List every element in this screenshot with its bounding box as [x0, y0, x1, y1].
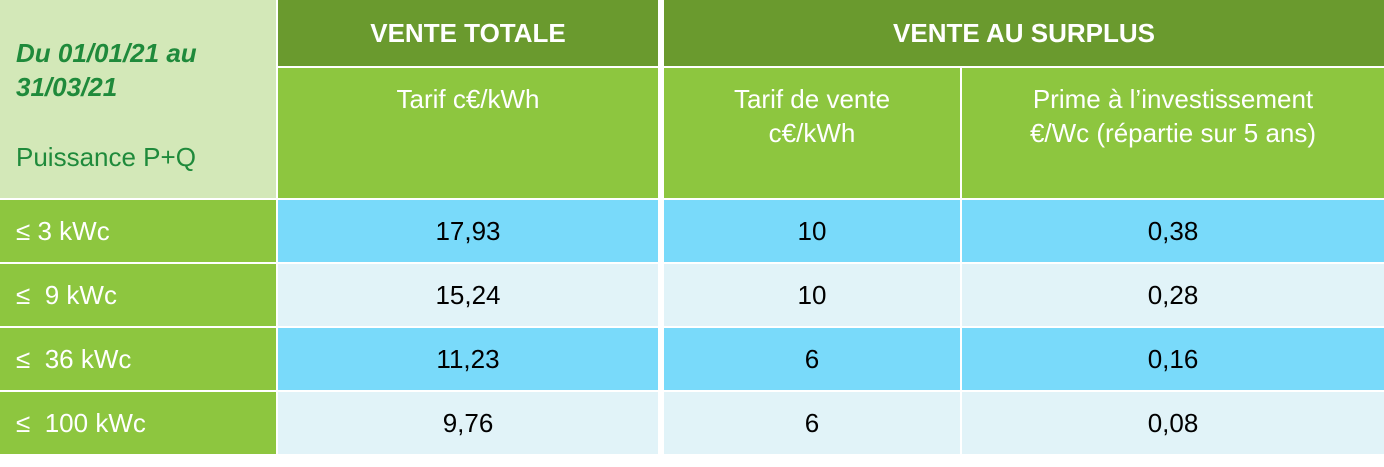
value-cell: 0,16: [962, 328, 1384, 390]
cell-value: 0,38: [1147, 216, 1199, 246]
value-cell: 15,24: [278, 264, 658, 326]
column-header: Tarif c€/kWh: [278, 68, 658, 198]
column-title: Prime à l’investissement: [1032, 84, 1314, 114]
period: 31/03/21: [16, 72, 118, 102]
column-title: Tarif de vente: [733, 84, 891, 114]
value-cell: 6: [664, 328, 960, 390]
group-header: VENTE AU SURPLUS: [664, 0, 1384, 66]
column-header: Tarif de vente c€/kWh: [664, 68, 960, 198]
row-label-cell: ≤ 9 kWc: [0, 264, 276, 326]
value-cell: 9,76: [278, 392, 658, 454]
period: Du 01/01/21 au: [16, 38, 197, 68]
value-cell: 10: [664, 264, 960, 326]
column-header: Prime à l’investissement €/Wc (répartie s…: [962, 68, 1384, 198]
value-cell: 0,28: [962, 264, 1384, 326]
row-label-cell: ≤ 3 kWc: [0, 200, 276, 262]
cell-value: 6: [804, 344, 820, 374]
row-label: ≤ 36 kWc: [16, 344, 132, 374]
cell-value: 0,16: [1147, 344, 1199, 374]
column-title: €/Wc (répartie sur 5 ans): [1029, 118, 1317, 148]
value-cell: 17,93: [278, 200, 658, 262]
cell-value: 11,23: [436, 344, 500, 374]
group-title: VENTE AU SURPLUS: [893, 18, 1155, 48]
column-title: c€/kWh: [768, 118, 856, 148]
value-cell: 6: [664, 392, 960, 454]
value-cell: 0,38: [962, 200, 1384, 262]
cell-value: 17,93: [435, 216, 501, 246]
row-label-cell: ≤ 36 kWc: [0, 328, 276, 390]
cell-value: 0,28: [1147, 280, 1199, 310]
cell-value: 10: [797, 280, 827, 310]
row-label: ≤ 100 kWc: [16, 408, 146, 438]
value-cell: 11,23: [278, 328, 658, 390]
power-label: Puissance P+Q: [16, 142, 196, 172]
group-header: VENTE TOTALE: [278, 0, 658, 66]
cell-value: 0,08: [1147, 408, 1199, 438]
cell-value: 6: [804, 408, 820, 438]
row-label: ≤ 9 kWc: [16, 280, 117, 310]
value-cell: 0,08: [962, 392, 1384, 454]
corner-cell: Du 01/01/21 au 31/03/21 Puissance P+Q: [0, 0, 276, 198]
column-title: Tarif c€/kWh: [396, 84, 540, 114]
cell-value: 9,76: [442, 408, 494, 438]
cell-value: 15,24: [435, 280, 501, 310]
cell-value: 10: [797, 216, 827, 246]
value-cell: 10: [664, 200, 960, 262]
group-title: VENTE TOTALE: [370, 18, 566, 48]
row-label-cell: ≤ 100 kWc: [0, 392, 276, 454]
row-label: ≤ 3 kWc: [16, 216, 110, 246]
